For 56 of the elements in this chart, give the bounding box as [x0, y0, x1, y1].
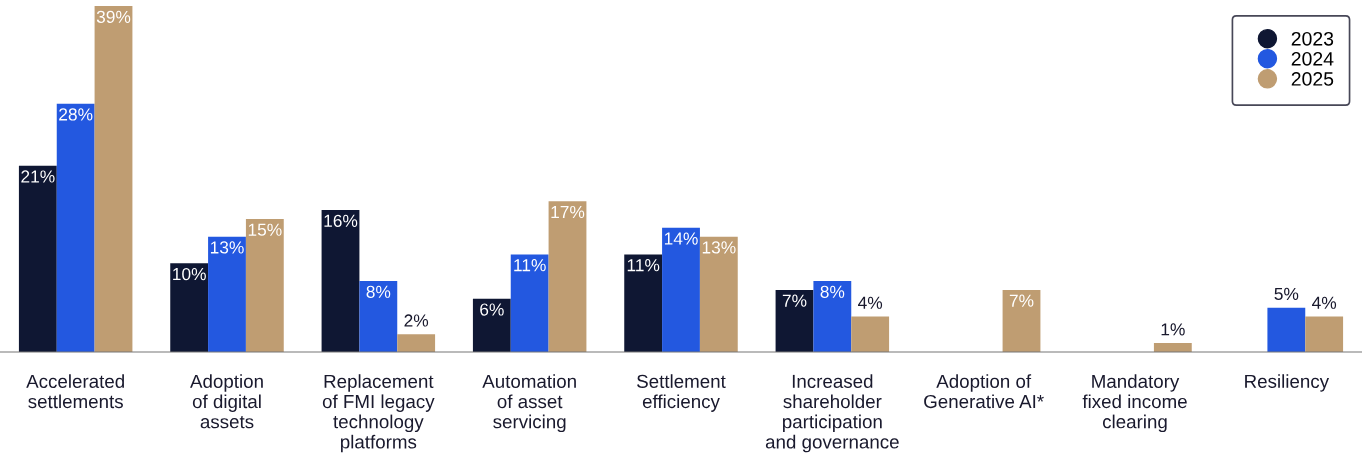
bar	[397, 334, 436, 352]
bar	[245, 218, 284, 352]
bar	[699, 236, 738, 352]
x-tick-label: Adoption of digital assets	[190, 374, 263, 429]
data-label: 7%	[782, 294, 807, 307]
bar	[170, 263, 209, 352]
bar	[56, 103, 95, 352]
x-tick-label: Resiliency	[1245, 374, 1330, 392]
bar	[548, 201, 587, 352]
data-label: 13%	[702, 241, 736, 254]
bar	[359, 281, 398, 352]
x-tick-label: Automation of asset servicing	[482, 374, 576, 433]
legend-label: 2025	[1291, 72, 1334, 86]
bar	[18, 165, 57, 352]
data-label: 15%	[248, 223, 282, 236]
data-label: 14%	[664, 232, 698, 245]
bar	[321, 210, 360, 352]
data-label: 7%	[1009, 294, 1034, 307]
x-tick-label: Increased shareholder participation and governance	[765, 374, 899, 453]
data-label: 4%	[858, 296, 883, 309]
bar	[662, 227, 700, 352]
data-label: 17%	[551, 205, 585, 219]
x-tick-label: Accelerated settlements	[26, 374, 124, 409]
data-label: 8%	[366, 285, 391, 298]
data-label: 16%	[324, 214, 358, 227]
data-label: 4%	[1312, 296, 1337, 309]
legend-label: 2024	[1291, 51, 1334, 66]
data-label: 11%	[514, 259, 546, 272]
legend-label: 2023	[1291, 31, 1334, 46]
bar	[1267, 307, 1306, 352]
data-label: 1%	[1161, 323, 1185, 336]
bar	[775, 289, 814, 352]
x-tick-label: Settlement efficiency	[637, 374, 726, 412]
bar	[208, 236, 246, 352]
data-label: 13%	[210, 241, 244, 254]
data-label: 21%	[21, 170, 55, 183]
bar	[813, 281, 852, 352]
data-label: 8%	[820, 285, 845, 298]
bar	[851, 316, 890, 352]
data-label: 2%	[404, 314, 429, 327]
bar	[472, 298, 511, 352]
data-label: 5%	[1274, 287, 1299, 301]
x-tick-label: Adoption of Generative AI*	[924, 374, 1044, 409]
bar	[1002, 289, 1041, 352]
data-label: 6%	[480, 303, 504, 316]
data-label: 11%	[627, 259, 660, 272]
data-label: 10%	[173, 267, 206, 281]
data-label: 39%	[96, 10, 131, 23]
bar	[1153, 343, 1192, 352]
bar	[1305, 316, 1344, 352]
bar	[94, 6, 133, 352]
data-label: 28%	[59, 108, 93, 121]
x-tick-label: Replacement of FMI legacy technology platforms	[322, 374, 435, 453]
x-tick-label: Mandatory fixed income clearing	[1082, 374, 1187, 433]
bar	[510, 254, 549, 352]
bar	[624, 254, 663, 352]
